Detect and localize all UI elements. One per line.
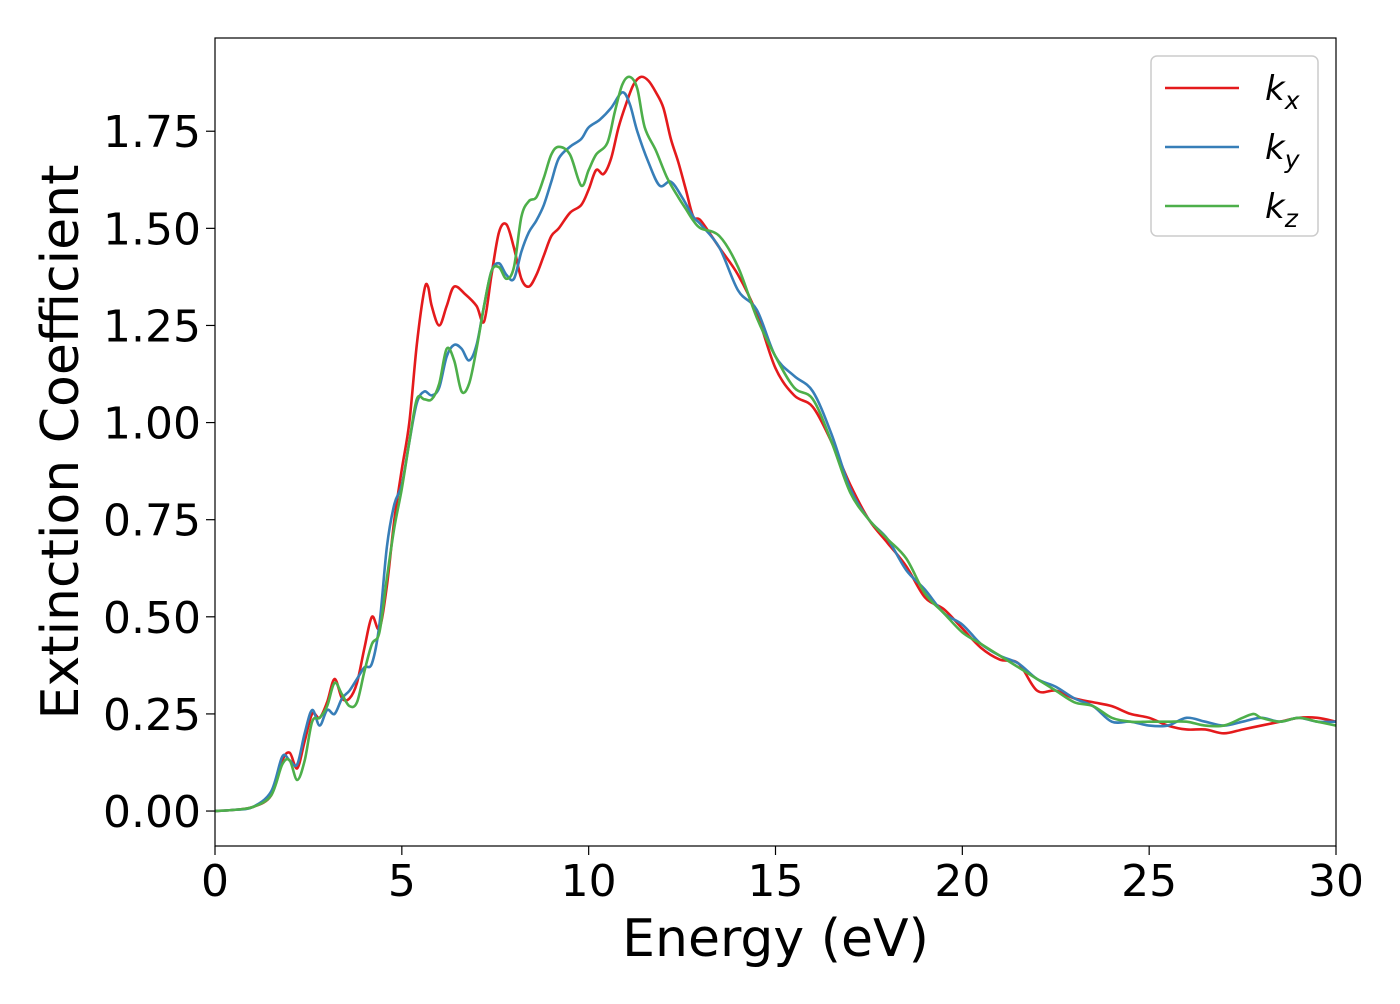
- x-tick-label: 15: [748, 856, 804, 907]
- series-layer: [215, 75, 1336, 813]
- y-tick-label: 0.25: [103, 690, 201, 741]
- y-tick-label: 1.75: [103, 107, 201, 158]
- y-axis-label: Extinction Coefficient: [31, 165, 91, 720]
- legend-label-kz: kz: [1265, 187, 1299, 233]
- y-tick-label: 1.00: [103, 399, 201, 450]
- legend: kx ky kz: [1150, 55, 1319, 237]
- y-axis-ticks: 0.00 0.25 0.50 0.75 1.00 1.25 1.50 1.75: [103, 107, 215, 838]
- y-tick-label: 0.50: [103, 593, 201, 644]
- x-tick-label: 30: [1308, 856, 1364, 907]
- x-tick-label: 5: [388, 856, 416, 907]
- y-tick-label: 1.50: [103, 204, 201, 255]
- x-axis-ticks: 0 5 10 15 20 25 30: [201, 846, 1364, 907]
- legend-label-ky: ky: [1265, 128, 1301, 174]
- plot-area: [215, 38, 1336, 846]
- x-tick-label: 0: [201, 856, 229, 907]
- legend-label-kx: kx: [1265, 69, 1300, 115]
- series-line-kz: [215, 75, 1336, 813]
- series-line-kx: [215, 75, 1336, 813]
- y-tick-label: 0.75: [103, 496, 201, 547]
- x-tick-label: 10: [561, 856, 617, 907]
- x-tick-label: 25: [1121, 856, 1177, 907]
- x-axis-label: Energy (eV): [622, 909, 929, 969]
- x-tick-label: 20: [934, 856, 990, 907]
- y-tick-label: 0.00: [103, 787, 201, 838]
- y-tick-label: 1.25: [103, 301, 201, 352]
